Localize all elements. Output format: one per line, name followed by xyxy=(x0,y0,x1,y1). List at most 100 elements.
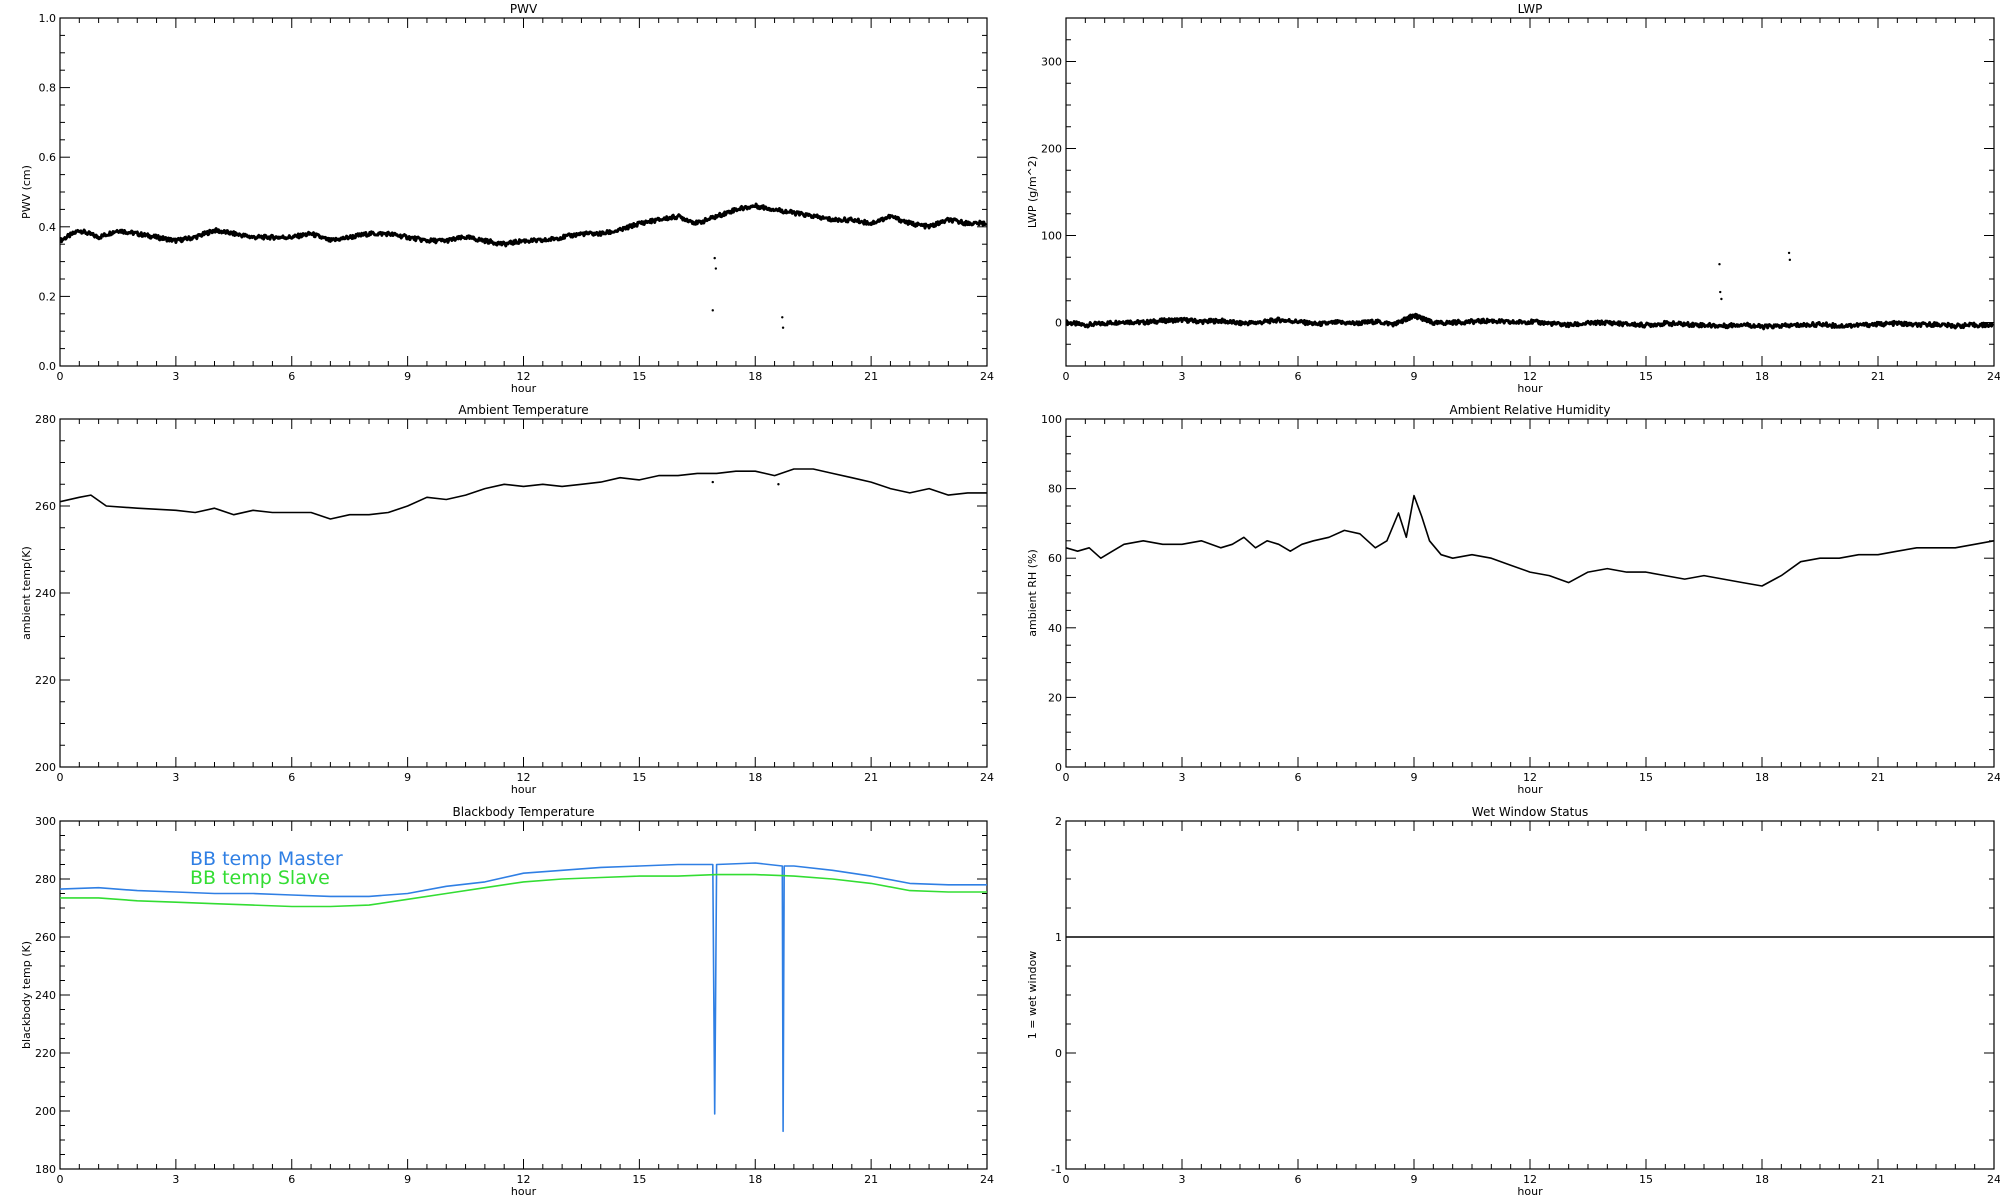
pwv-xlabel: hour xyxy=(511,382,537,395)
ambient-rh-title: Ambient Relative Humidity xyxy=(1450,403,1611,417)
pwv-xtick-label: 24 xyxy=(980,370,994,383)
lwp-xtick-label: 0 xyxy=(1063,370,1070,383)
lwp-ytick-label: 300 xyxy=(1041,56,1062,69)
lwp-ytick-label: 100 xyxy=(1041,230,1062,243)
wet-window-xtick-label: 0 xyxy=(1063,1173,1070,1186)
ambient-rh-ytick-label: 20 xyxy=(1048,691,1062,704)
lwp-ylabel: LWP (g/m^2) xyxy=(1026,156,1039,228)
bb-temp-legend-entry: BB temp Master xyxy=(190,848,343,870)
lwp-xtick-label: 9 xyxy=(1411,370,1418,383)
ambient-temp-ytick-label: 200 xyxy=(35,761,56,774)
wet-window-xtick-label: 9 xyxy=(1411,1173,1418,1186)
lwp-title: LWP xyxy=(1518,2,1543,16)
pwv-xtick-label: 15 xyxy=(632,370,646,383)
lwp-xtick-label: 18 xyxy=(1755,370,1769,383)
ambient-temp-frame xyxy=(59,418,988,768)
lwp-xtick-label: 24 xyxy=(1987,370,2000,383)
bb-temp-xtick-label: 24 xyxy=(980,1173,994,1186)
ambient-rh-ytick-label: 100 xyxy=(1041,413,1062,426)
pwv-xtick-label: 9 xyxy=(404,370,411,383)
bb-temp-ytick-label: 260 xyxy=(35,931,56,944)
pwv-panel: PWV 0 3 6 9 12 15 18 21 24 hour 0.0 0.2 0.4 0.6 0.8 1.0 P… xyxy=(20,2,994,395)
bb-temp-xtick-label: 3 xyxy=(172,1173,179,1186)
wet-window-ytick-label: 0 xyxy=(1055,1047,1062,1060)
pwv-ytick-label: 0.8 xyxy=(39,82,57,95)
bb-temp-ytick-label: 200 xyxy=(35,1105,56,1118)
wet-window-xtick-label: 24 xyxy=(1987,1173,2000,1186)
lwp-outlier-point xyxy=(1787,251,1791,255)
ambient-rh-ylabel: ambient RH (%) xyxy=(1026,549,1039,637)
pwv-xtick-label: 3 xyxy=(172,370,179,383)
bb-temp-xtick-label: 21 xyxy=(864,1173,878,1186)
pwv-xtick-label: 21 xyxy=(864,370,878,383)
bb-temp-series-1 xyxy=(60,873,987,908)
wet-window-ytick-label: -1 xyxy=(1051,1163,1062,1176)
ambient-temp-ytick-label: 240 xyxy=(35,587,56,600)
pwv-xtick-label: 12 xyxy=(517,370,531,383)
ambient-rh-xtick-label: 6 xyxy=(1295,771,1302,784)
bb-temp-ytick-label: 180 xyxy=(35,1163,56,1176)
lwp-xtick-label: 15 xyxy=(1639,370,1653,383)
lwp-plot-area xyxy=(1066,251,1994,331)
bb-temp-xlabel: hour xyxy=(511,1185,537,1198)
ambient-temp-xtick-label: 21 xyxy=(864,771,878,784)
wet-window-ytick-label: 2 xyxy=(1055,815,1062,828)
pwv-series-0 xyxy=(60,202,987,248)
ambient-temp-xtick-label: 15 xyxy=(632,771,646,784)
ambient-rh-xtick-label: 0 xyxy=(1063,771,1070,784)
bb-temp-ytick-label: 280 xyxy=(35,873,56,886)
ambient-rh-panel: Ambient Relative Humidity 0 3 6 9 12 15 18 21 24 h… xyxy=(1026,403,2000,796)
ambient-rh-xtick-label: 24 xyxy=(1987,771,2000,784)
wet-window-frame xyxy=(1065,820,1995,1170)
ambient-temp-xtick-label: 24 xyxy=(980,771,994,784)
lwp-outlier-point xyxy=(1720,297,1723,301)
pwv-outlier-point xyxy=(713,256,716,260)
ambient-rh-xtick-label: 9 xyxy=(1411,771,1418,784)
ambient-temp-xtick-label: 3 xyxy=(172,771,179,784)
ambient-rh-ytick-label: 60 xyxy=(1048,552,1062,565)
ambient-rh-xtick-label: 18 xyxy=(1755,771,1769,784)
ambient-temp-panel: Ambient Temperature 0 3 6 9 12 15 18 21 24 hour 200… xyxy=(20,403,994,796)
bb-temp-ylabel: blackbody temp (K) xyxy=(20,941,33,1049)
pwv-outlier-point xyxy=(781,316,784,319)
pwv-ytick-label: 0.0 xyxy=(39,360,57,373)
lwp-ytick-label: 200 xyxy=(1041,143,1062,156)
lwp-frame xyxy=(1065,17,1995,367)
ambient-rh-xtick-label: 12 xyxy=(1523,771,1537,784)
ambient-rh-xlabel: hour xyxy=(1517,783,1543,796)
ambient-temp-ytick-label: 220 xyxy=(35,674,56,687)
lwp-ytick-label: 0 xyxy=(1055,317,1062,330)
ambient-rh-xtick-label: 21 xyxy=(1871,771,1885,784)
lwp-outlier-point xyxy=(1719,290,1722,294)
ambient-temp-series-0 xyxy=(60,468,987,520)
pwv-ylabel: PWV (cm) xyxy=(20,165,33,219)
ambient-temp-outlier-point xyxy=(777,483,780,486)
pwv-outlier-point xyxy=(781,326,785,329)
pwv-xtick-label: 0 xyxy=(57,370,64,383)
ambient-temp-ytick-label: 280 xyxy=(35,413,56,426)
ambient-rh-plot-area xyxy=(1066,494,1994,587)
ambient-temp-xtick-label: 6 xyxy=(288,771,295,784)
ambient-temp-xtick-label: 0 xyxy=(57,771,64,784)
ambient-temp-xtick-label: 18 xyxy=(748,771,762,784)
ambient-temp-plot-area xyxy=(60,468,987,520)
ambient-temp-xtick-label: 9 xyxy=(404,771,411,784)
pwv-frame xyxy=(59,17,988,367)
bb-temp-xtick-label: 6 xyxy=(288,1173,295,1186)
wet-window-xtick-label: 6 xyxy=(1295,1173,1302,1186)
ambient-temp-ylabel: ambient temp(K) xyxy=(20,546,33,640)
bb-temp-xtick-label: 18 xyxy=(748,1173,762,1186)
ambient-rh-xtick-label: 15 xyxy=(1639,771,1653,784)
bb-temp-xtick-label: 15 xyxy=(632,1173,646,1186)
wet-window-xtick-label: 3 xyxy=(1179,1173,1186,1186)
lwp-outlier-point xyxy=(1718,263,1721,266)
pwv-ytick-label: 0.4 xyxy=(39,221,57,234)
bb-temp-series-0 xyxy=(60,862,987,1133)
bb-temp-panel: Blackbody Temperature 0 3 6 9 12 15 18 21 24 hour 1… xyxy=(20,805,994,1198)
bb-temp-xtick-label: 9 xyxy=(404,1173,411,1186)
lwp-panel: LWP 0 3 6 9 12 15 18 21 24 hour 0 100 200 300 LWP (g/m^… xyxy=(1026,2,2000,395)
ambient-rh-ytick-label: 80 xyxy=(1048,483,1062,496)
pwv-outlier-point xyxy=(714,267,718,270)
wet-window-xtick-label: 15 xyxy=(1639,1173,1653,1186)
